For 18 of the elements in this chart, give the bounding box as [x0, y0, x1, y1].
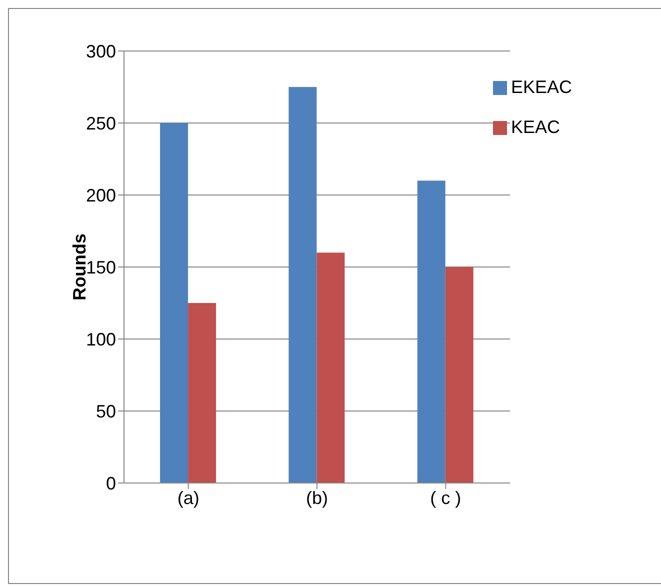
- bar: [316, 252, 345, 483]
- y-tick-label: 50: [96, 401, 116, 422]
- bar: [160, 123, 188, 483]
- x-tick-label: (a): [177, 488, 200, 508]
- legend-label: EKEAC: [510, 77, 572, 97]
- bar: [445, 267, 474, 483]
- y-tick-label: 150: [86, 257, 116, 278]
- y-tick-label: 200: [86, 185, 116, 206]
- bar: [188, 303, 216, 483]
- x-tick-label: (b): [306, 488, 328, 508]
- legend-label: KEAC: [510, 117, 560, 137]
- x-tick-label: ( c ): [430, 488, 462, 508]
- y-tick-label: 300: [86, 41, 116, 62]
- bar: [288, 87, 317, 483]
- y-tick-label: 0: [106, 473, 116, 494]
- bar: [417, 180, 446, 483]
- y-tick-label: 100: [86, 329, 116, 350]
- y-tick-label: 250: [86, 113, 116, 134]
